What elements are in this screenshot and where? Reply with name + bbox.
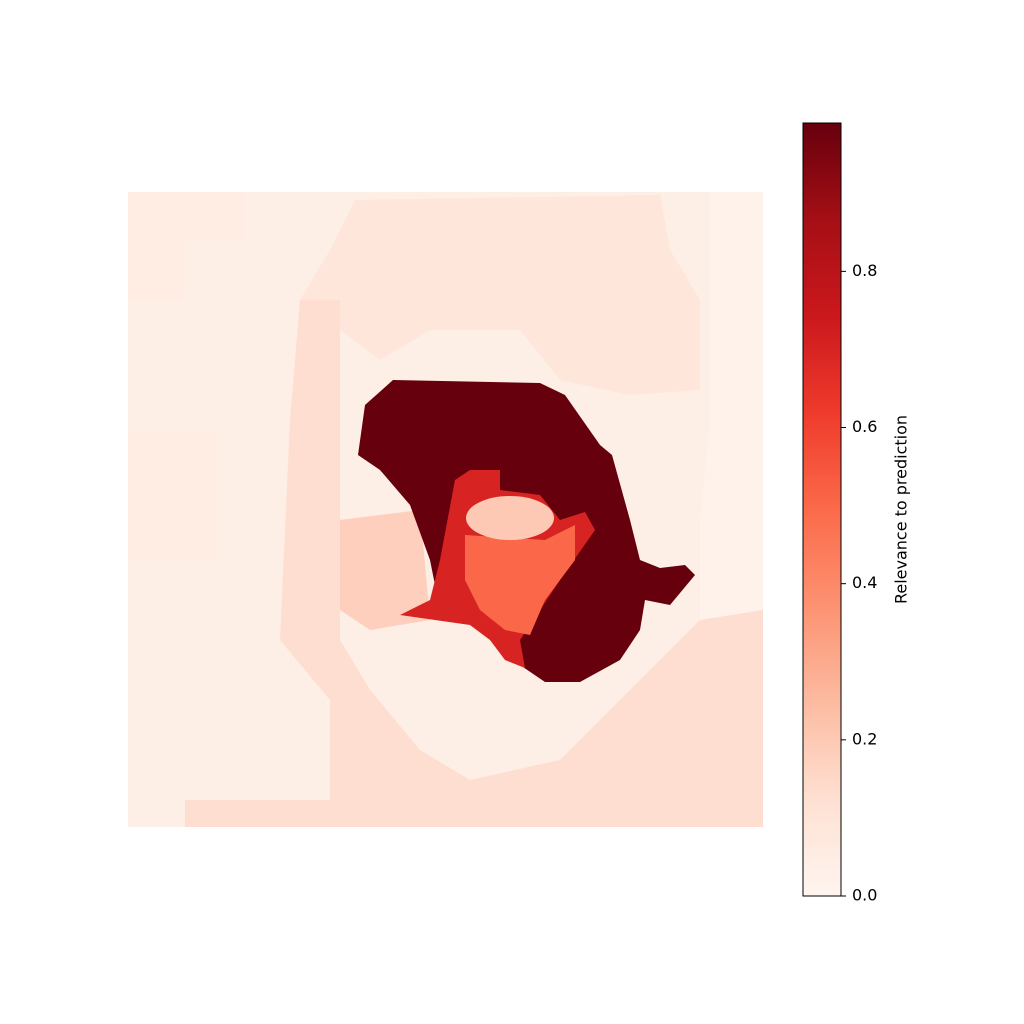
colorbar-tick-label: 0.0: [852, 886, 877, 905]
colorbar-tick-label: 0.2: [852, 729, 877, 748]
heatmap-image: [128, 192, 763, 827]
colorbar-tick-label: 0.4: [852, 573, 877, 592]
region-inner-highlight: [465, 525, 575, 635]
region-cheek: [340, 510, 430, 630]
colorbar-gradient: [802, 122, 842, 897]
region-face: [185, 300, 763, 827]
colorbar-label: Relevance to prediction: [892, 415, 911, 604]
colorbar: 0.0 0.2 0.4 0.6 0.8 Relevance to prediction: [802, 122, 911, 905]
region-hole: [466, 496, 554, 540]
colorbar-ticks: 0.0 0.2 0.4 0.6 0.8: [841, 261, 877, 905]
region-background-left: [128, 192, 245, 560]
region-hair: [300, 195, 700, 395]
colorbar-tick-label: 0.6: [852, 417, 877, 436]
colorbar-tick-label: 0.8: [852, 261, 877, 280]
